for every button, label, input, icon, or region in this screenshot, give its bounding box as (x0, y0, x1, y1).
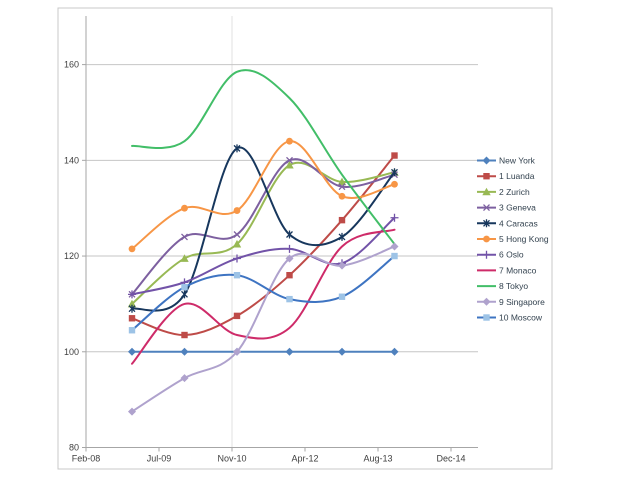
y-tick-label: 120 (64, 251, 79, 261)
data-point-marker-4-caracas[interactable] (286, 230, 293, 239)
data-point-marker-5-hong-kong[interactable] (286, 137, 293, 145)
data-point-marker-1-luanda[interactable] (391, 152, 398, 159)
data-point-marker-4-caracas[interactable] (233, 144, 241, 153)
legend-key-marker[interactable] (483, 314, 490, 321)
data-point-marker-10-moscow[interactable] (338, 293, 346, 300)
legend-label-9-singapore: 9 Singapore (499, 297, 545, 307)
y-tick-label: 80 (69, 443, 79, 453)
legend-key-marker[interactable] (482, 297, 491, 306)
chart-border (57, 7, 553, 470)
x-tick-label: Nov-10 (217, 454, 246, 464)
legend-label-4-caracas: 4 Caracas (499, 218, 538, 228)
data-point-marker-5-hong-kong[interactable] (233, 207, 241, 214)
series-line-6-oslo[interactable] (131, 216, 396, 296)
y-tick-label: 140 (64, 155, 79, 165)
data-point-marker-3-geneva[interactable] (338, 183, 346, 191)
x-tick-label: Jul-09 (147, 454, 172, 464)
y-tick-label: 100 (64, 347, 79, 357)
data-point-marker-10-moscow[interactable] (181, 283, 188, 291)
data-point-marker-9-singapore[interactable] (180, 374, 189, 383)
data-point-marker-3-geneva[interactable] (286, 156, 293, 164)
legend-label-5-hong-kong: 5 Hong Kong (499, 234, 549, 244)
x-tick-label: Dec-14 (436, 454, 465, 464)
data-point-marker-9-singapore[interactable] (390, 242, 399, 251)
data-point-marker-6-oslo[interactable] (233, 254, 241, 263)
legend-key-marker[interactable] (482, 156, 491, 165)
x-tick-label: Feb-08 (72, 454, 101, 464)
series-line-8-tokyo[interactable] (131, 69, 396, 246)
data-point-marker-new-york[interactable] (128, 347, 136, 356)
data-point-marker-6-oslo[interactable] (128, 290, 136, 299)
series-line-10-moscow[interactable] (131, 255, 396, 332)
legend-label-7-monaco: 7 Monaco (499, 265, 537, 275)
data-point-marker-9-singapore[interactable] (128, 407, 136, 416)
data-point-marker-10-moscow[interactable] (233, 271, 241, 279)
legend-key-marker[interactable] (483, 235, 490, 243)
data-point-marker-3-geneva[interactable] (181, 233, 188, 241)
data-point-marker-5-hong-kong[interactable] (128, 245, 136, 253)
legend-key-marker[interactable] (483, 204, 490, 212)
data-point-marker-1-luanda[interactable] (286, 271, 293, 279)
legend-label-1-luanda: 1 Luanda (499, 171, 535, 181)
data-point-marker-6-oslo[interactable] (285, 244, 294, 253)
x-tick-label: Aug-13 (363, 454, 392, 464)
data-point-marker-10-moscow[interactable] (286, 295, 293, 303)
data-point-marker-2-zurich[interactable] (180, 254, 189, 262)
data-point-marker-5-hong-kong[interactable] (338, 192, 346, 200)
data-point-marker-10-moscow[interactable] (128, 327, 136, 334)
x-tick-label: Apr-12 (291, 454, 318, 464)
legend-label-10-moscow: 10 Moscow (499, 313, 543, 323)
data-point-marker-9-singapore[interactable] (338, 261, 346, 270)
data-point-marker-new-york[interactable] (390, 347, 399, 356)
data-point-marker-6-oslo[interactable] (390, 213, 399, 222)
data-point-marker-9-singapore[interactable] (233, 347, 241, 356)
data-point-marker-new-york[interactable] (180, 347, 189, 356)
data-point-marker-2-zurich[interactable] (127, 299, 137, 308)
legend-label-3-geneva: 3 Geneva (499, 203, 536, 213)
data-point-marker-4-caracas[interactable] (338, 232, 346, 241)
data-point-marker-2-zurich[interactable] (232, 239, 242, 248)
data-point-marker-3-geneva[interactable] (233, 231, 241, 238)
series-line-7-monaco[interactable] (131, 228, 396, 365)
legend-key-marker[interactable] (483, 173, 490, 180)
data-point-marker-5-hong-kong[interactable] (181, 204, 188, 212)
legend-label-2-zurich: 2 Zurich (499, 187, 530, 197)
data-point-marker-5-hong-kong[interactable] (391, 180, 398, 188)
data-point-marker-4-caracas[interactable] (391, 168, 398, 177)
legend-key-marker[interactable] (482, 187, 491, 196)
data-point-marker-2-zurich[interactable] (337, 177, 347, 186)
data-point-marker-10-moscow[interactable] (391, 252, 398, 260)
data-point-marker-1-luanda[interactable] (233, 312, 241, 320)
data-point-marker-2-zurich[interactable] (285, 160, 294, 169)
data-point-marker-9-singapore[interactable] (285, 254, 294, 263)
data-point-marker-new-york[interactable] (285, 347, 294, 356)
data-point-marker-new-york[interactable] (338, 347, 346, 356)
legend-label-6-oslo: 6 Oslo (499, 250, 524, 260)
y-tick-label: 160 (64, 60, 79, 70)
legend-key-marker[interactable] (482, 250, 491, 259)
data-point-marker-4-caracas[interactable] (128, 304, 136, 313)
legend-key-marker[interactable] (483, 219, 490, 228)
data-point-marker-1-luanda[interactable] (128, 315, 136, 322)
data-point-marker-4-caracas[interactable] (181, 290, 188, 299)
legend-label-new-york: New York (499, 156, 536, 166)
data-point-marker-1-luanda[interactable] (181, 331, 188, 339)
data-point-marker-1-luanda[interactable] (338, 216, 346, 224)
legend-label-8-tokyo: 8 Tokyo (499, 281, 528, 291)
